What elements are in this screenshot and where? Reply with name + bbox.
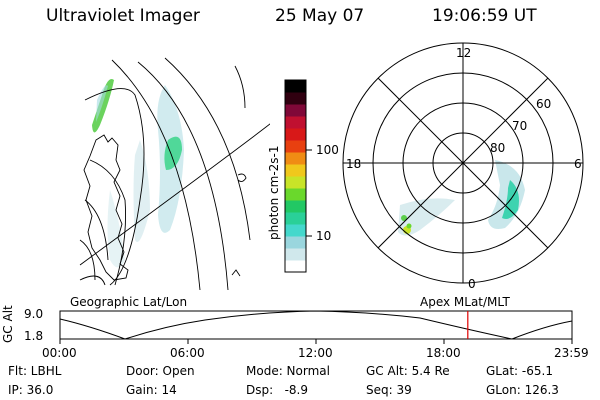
- color-bar-segment: [285, 80, 306, 93]
- date-label: 25 May 07: [275, 6, 365, 26]
- glat-value: GLat: -65.1: [486, 364, 553, 378]
- gain-value: Gain: 14: [126, 383, 177, 397]
- filter-value: Flt: LBHL: [8, 364, 62, 378]
- geographic-map: [79, 57, 270, 291]
- aurora-emission-polar: [398, 160, 525, 236]
- color-bar-label-10: 10: [316, 229, 332, 243]
- color-bar-segment: [285, 152, 306, 165]
- color-bar-segment: [285, 188, 306, 201]
- timeline-xtick-4: 23:59: [554, 346, 589, 360]
- color-bar-segment: [285, 140, 306, 153]
- polar-plot: [342, 42, 584, 284]
- timeline-xtick-2: 12:00: [298, 346, 333, 360]
- timeline-xtick-1: 06:00: [170, 346, 205, 360]
- door-value: Door: Open: [126, 364, 195, 378]
- timeline-ylabel: GC Alt: [1, 305, 15, 343]
- apex-label: Apex MLat/MLT: [420, 295, 510, 309]
- color-bar-segment: [285, 116, 306, 129]
- color-bar-segment: [285, 92, 306, 105]
- dsp-value: Dsp: -8.9: [246, 383, 309, 397]
- seq-value: Seq: 39: [366, 383, 412, 397]
- instrument-title: Ultraviolet Imager: [46, 6, 200, 26]
- color-bar-units: photon cm-2s-1: [267, 145, 281, 241]
- mlt-line-diag-2: [377, 77, 549, 249]
- color-bar-segment: [285, 200, 306, 213]
- color-bar-segment: [285, 104, 306, 117]
- mlt-label-18: 18: [346, 157, 362, 171]
- color-bar: [285, 80, 306, 273]
- mode-value: Mode: Normal: [246, 364, 330, 378]
- gc-alt-value: GC Alt: 5.4 Re: [366, 364, 450, 378]
- glon-value: GLon: 126.3: [486, 383, 559, 397]
- color-bar-segment: [285, 236, 306, 249]
- color-bar-segment: [285, 212, 306, 225]
- color-bar-segment: [285, 176, 306, 189]
- mlt-label-12: 12: [456, 46, 472, 60]
- color-bar-segment: [285, 128, 306, 141]
- mlt-label-0: 0: [468, 277, 476, 291]
- lat-label-80: 80: [490, 141, 506, 155]
- mlt-label-6: 6: [574, 157, 582, 171]
- color-bar-segment: [285, 224, 306, 237]
- timeline-ytick-max: 9.0: [24, 307, 44, 321]
- ip-value: IP: 36.0: [8, 383, 54, 397]
- lat-label-70: 70: [512, 119, 528, 133]
- altitude-timeline: [59, 310, 573, 344]
- timeline-xtick-0: 00:00: [42, 346, 77, 360]
- color-bar-segment: [285, 164, 306, 177]
- aurora-emission-left: [92, 79, 184, 268]
- color-bar-segment: [285, 248, 306, 261]
- timeline-xtick-3: 18:00: [426, 346, 461, 360]
- timeline-ytick-min: 1.8: [24, 329, 44, 343]
- color-bar-segment: [285, 260, 306, 273]
- color-bar-label-100: 100: [316, 143, 339, 157]
- lat-label-60: 60: [536, 97, 552, 111]
- timeline-ticks: [59, 339, 573, 344]
- geographic-label: Geographic Lat/Lon: [70, 295, 188, 309]
- altitude-curve: [59, 310, 573, 340]
- color-bar-frame: [284, 79, 307, 273]
- geo-grid-lines: [79, 57, 270, 291]
- time-label: 19:06:59 UT: [432, 6, 537, 26]
- coastline: [83, 134, 129, 281]
